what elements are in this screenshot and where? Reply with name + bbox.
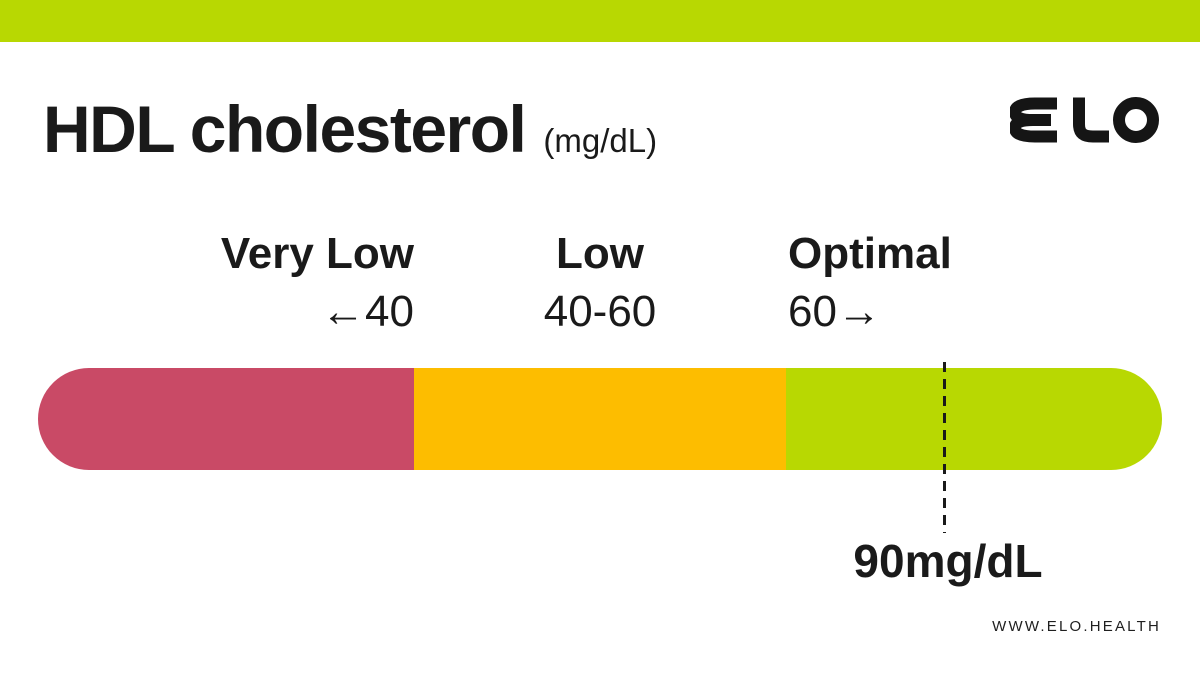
zone-name: Optimal <box>788 229 952 278</box>
zone-name: Very Low <box>220 229 414 278</box>
brand-top-bar <box>0 0 1200 42</box>
page-title: HDL cholesterol <box>43 92 527 166</box>
cholesterol-range-bar <box>38 368 1162 470</box>
value-marker-label: 90mg/dL <box>853 535 1043 587</box>
header: HDL cholesterol (mg/dL) <box>43 96 657 162</box>
zone-label-optimal: Optimal 60→ <box>788 225 952 341</box>
zone-range: ←40 <box>321 287 414 336</box>
zone-name: Low <box>556 229 644 278</box>
bar-segment-low <box>413 368 786 470</box>
bar-segment-optimal <box>786 368 1162 470</box>
zone-range: 60→ <box>788 287 881 336</box>
zone-label-very-low: Very Low ←40 <box>221 225 414 341</box>
bar-segment-very-low <box>38 368 414 470</box>
elo-logo <box>1008 97 1160 143</box>
title-unit-label: (mg/dL) <box>543 122 658 159</box>
zone-range: 40-60 <box>543 287 657 336</box>
website-url: WWW.ELO.HEALTH <box>992 618 1161 635</box>
value-marker-dashed-line <box>943 362 946 533</box>
elo-logo-icon <box>1008 97 1159 143</box>
zone-label-low: Low 40-60 <box>450 225 750 341</box>
